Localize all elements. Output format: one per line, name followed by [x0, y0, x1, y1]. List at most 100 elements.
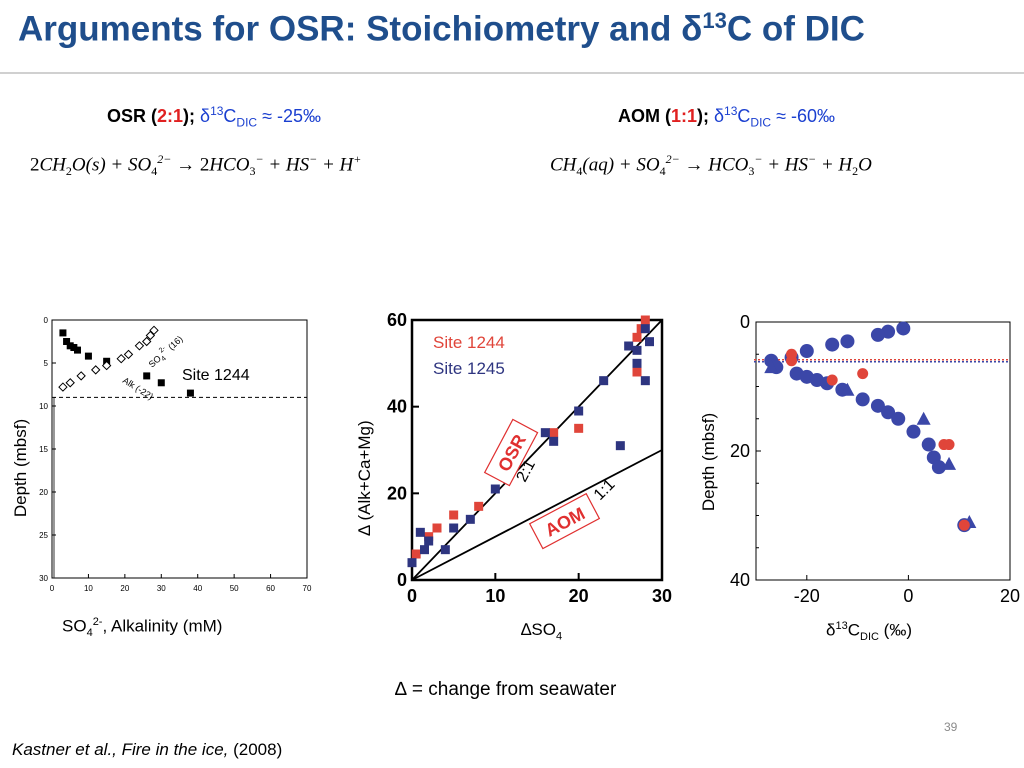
- chart1-alk-point: [65, 378, 75, 388]
- chart3-x-ticks: -20 0 20: [794, 575, 1020, 606]
- chart2-x-tick-label: 30: [652, 586, 672, 606]
- chart3-y-tick-label: 0: [740, 312, 750, 332]
- chart2-site1245-point: [599, 376, 609, 386]
- chart3-x-tick-label: 20: [1000, 586, 1020, 606]
- title-divider: [0, 72, 1024, 74]
- chart2-site1245-point: [640, 324, 650, 334]
- chart3-y-ticks: 0 20 40: [730, 312, 761, 590]
- chart3-blue-point: [840, 334, 855, 349]
- chart1-x-tick-label: 40: [193, 584, 202, 593]
- chart2-site1244-point: [574, 423, 584, 433]
- chart2-site1244-point: [474, 501, 484, 511]
- chart2-y-tick-label: 20: [387, 483, 407, 503]
- chart1-x-tick-label: 0: [50, 584, 55, 593]
- chart1-alk-point: [91, 365, 101, 375]
- chart2-y-axis-label: ∆ (Alk+Ca+Mg): [355, 420, 374, 536]
- chart1-y-ticks: 0 5 10 15 20 25 30: [39, 316, 56, 583]
- chart2-x-tick-label: 0: [407, 586, 417, 606]
- chart1-alk-point: [101, 360, 112, 371]
- chart3-blue-point: [870, 327, 885, 342]
- chart2-site1245-point: [420, 545, 429, 555]
- chart2-legend-site1245: Site 1245: [433, 359, 505, 378]
- chart3-y-tick-label: 40: [730, 570, 750, 590]
- chart3-blue-point: [896, 321, 911, 336]
- chart1-plot-area: [51, 319, 308, 579]
- chart2-site1245-point: [615, 441, 625, 451]
- chart3-x-tick-label: 0: [903, 586, 913, 606]
- chart2-ratio-line-2to1: [411, 319, 663, 581]
- chart3-y-axis-label-box: Depth (mbsf): [694, 400, 724, 530]
- chart1-y-axis-label-box: Depth (mbsf): [6, 410, 36, 530]
- chart3-triangle-point: [942, 456, 957, 470]
- chart1-points: [58, 325, 194, 397]
- chart2-y-ticks: 0 20 40 60: [387, 310, 419, 590]
- chart2-ratio-lines: [411, 319, 663, 581]
- d13c-dic-chart: -20 0 20 0 20 40: [730, 312, 1020, 606]
- chart2-site1245-point: [415, 527, 425, 537]
- chart2-site1244-point: [449, 510, 459, 520]
- chart2-site1245-point: [624, 341, 634, 351]
- chart2-x-axis-label: ∆SO4: [521, 620, 563, 643]
- chart1-alk-point: [116, 353, 126, 364]
- chart3-blue-point: [891, 411, 906, 426]
- chart1-so4-point: [74, 346, 81, 354]
- chart1-so4-point: [63, 338, 71, 345]
- delta-footnote: ∆ = change from seawater: [395, 679, 617, 700]
- chart1-so4-point: [59, 329, 67, 337]
- chart2-site1245-point: [645, 337, 654, 347]
- chart2-x-ticks: 0 10 20 30: [407, 573, 672, 606]
- page-number: 39: [944, 720, 958, 734]
- chart2-y-axis-label-box: ∆ (Alk+Ca+Mg): [350, 400, 380, 560]
- chart2-site1245-point: [440, 545, 450, 555]
- chart3-y-tick-label: 20: [730, 441, 750, 461]
- chart1-x-ticks: 0 10 20 30 40 50 60 70: [50, 574, 312, 593]
- chart3-y-axis-label: Depth (mbsf): [699, 412, 718, 512]
- chart2-y-tick-label: 60: [387, 310, 407, 330]
- chart1-so4-point: [143, 372, 151, 380]
- chart3-triangle-point: [840, 382, 855, 396]
- chart3-triangle-point: [916, 411, 931, 425]
- chart2-site1245-point: [640, 376, 650, 386]
- chart1-y-tick-label: 30: [39, 574, 48, 583]
- chart3-red-point: [943, 439, 955, 451]
- chart2-site1245-point: [424, 536, 434, 546]
- aom-header: AOM (1:1); δ13CDIC ≈ -60‰: [618, 104, 835, 130]
- osr-equation: 2CH2O(s) + SO42− → 2HCO3− + HS− + H+: [30, 152, 362, 179]
- chart2-site1245-point: [449, 523, 459, 533]
- chart3-blue-point: [931, 460, 946, 475]
- chart2-site1244-point: [632, 367, 642, 377]
- chart1-alk-point: [76, 371, 86, 381]
- chart1-x-axis-label: SO42-, Alkalinity (mM): [62, 616, 223, 640]
- chart3-red-point: [786, 355, 798, 367]
- chart1-so4-point: [66, 342, 74, 350]
- chart3-plot-area: [755, 321, 1011, 581]
- chart2-site1244-point: [549, 428, 559, 438]
- chart1-x-tick-label: 20: [120, 584, 129, 593]
- chart3-x-axis-label: δ13CDIC (‰): [826, 620, 912, 644]
- chart3-x-tick-label: -20: [794, 586, 820, 606]
- chart1-alk-point: [134, 341, 145, 351]
- chart3-blue-point: [855, 392, 870, 407]
- chart1-so4-point: [186, 389, 194, 397]
- chart2-site1244-point: [432, 523, 442, 533]
- chart2-site1245-point: [632, 345, 642, 355]
- chart3-blue-point: [825, 337, 840, 352]
- chart1-y-tick-label: 25: [39, 531, 48, 540]
- chart3-blue-point: [906, 424, 921, 439]
- chart1-alk-point: [123, 349, 134, 360]
- chart2-site1245-point: [540, 428, 550, 438]
- slide-title: Arguments for OSR: Stoichiometry and δ13…: [18, 8, 865, 49]
- chart3-triangle-point: [764, 360, 779, 374]
- chart2-site1244-point: [411, 549, 421, 559]
- chart3-blue-point: [799, 344, 814, 359]
- chart1-so4-point: [157, 379, 165, 387]
- chart1-x-tick-label: 30: [157, 584, 166, 593]
- chart2-site1245-point: [549, 436, 559, 446]
- chart3-points: [764, 321, 977, 533]
- citation: Kastner et al., Fire in the ice, (2008): [12, 740, 283, 759]
- chart3-red-point: [958, 519, 970, 531]
- chart1-dither-edge: [53, 397, 56, 578]
- chart1-x-tick-label: 70: [303, 584, 312, 593]
- aom-equation: CH4(aq) + SO42− → HCO3− + HS− + H2O: [550, 152, 872, 179]
